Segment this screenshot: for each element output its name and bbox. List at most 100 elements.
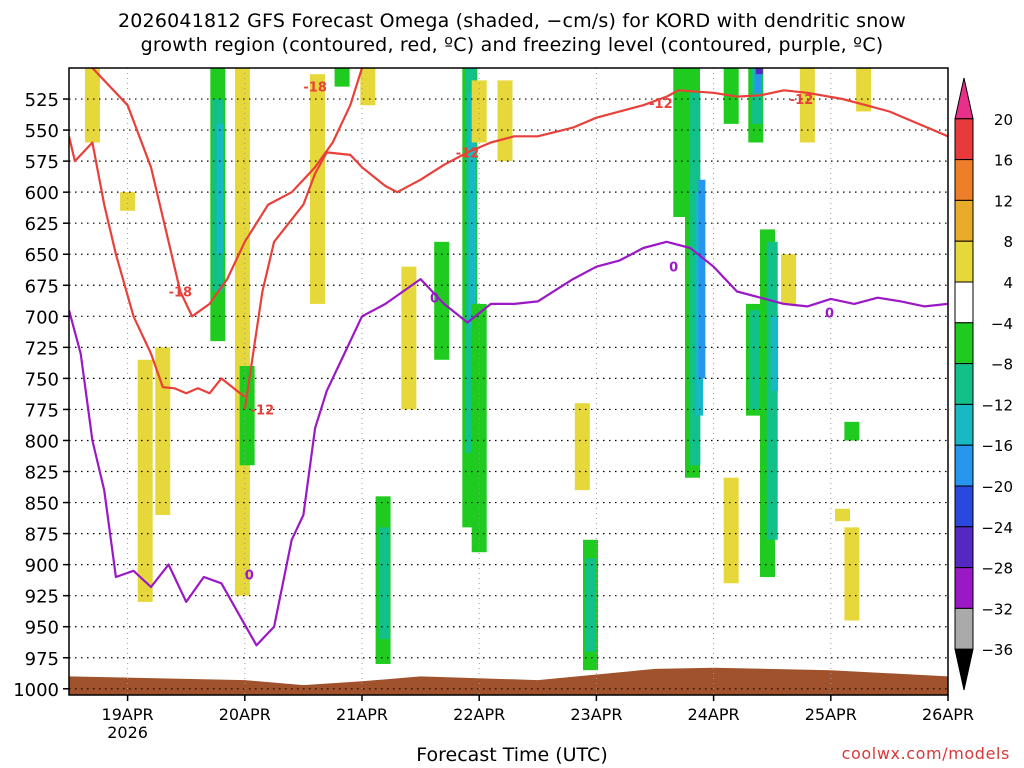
y-tick-label: 575: [25, 152, 59, 173]
colorbar-label: 16: [994, 152, 1013, 170]
contour-line-dgz: [243, 89, 948, 410]
colorbar-label: 8: [1003, 233, 1013, 251]
plot-area: -18 -18 -12 -12 -12 -12 0 0 0 0: [69, 68, 948, 695]
colorbar-swatch: [954, 444, 974, 487]
colorbar-swatch: [954, 567, 974, 609]
colorbar-swatch: [954, 485, 974, 528]
contour-label: -18: [169, 285, 193, 300]
contour-label: -12: [649, 97, 673, 112]
contour-label: -12: [790, 93, 814, 108]
contour-line-dgz: [91, 68, 364, 318]
omega-shade-region: [754, 68, 762, 93]
colorbar-swatch: [954, 363, 974, 405]
omega-shade-region: [673, 68, 689, 217]
chart-title-line-2: growth region (contoured, red, ºC) and f…: [140, 34, 884, 56]
colorbar-swatch: [954, 607, 974, 650]
y-tick-label: 625: [25, 214, 59, 235]
omega-shade-region: [781, 254, 797, 304]
omega-shade-region: [749, 310, 761, 410]
y-tick-label: 725: [25, 338, 59, 359]
y-tick-label: 700: [25, 307, 59, 328]
contour-label: -12: [251, 403, 275, 418]
contour-label: 0: [825, 307, 834, 322]
y-tick-label: 1000: [13, 680, 59, 701]
y-tick-label: 600: [25, 183, 59, 204]
omega-shade-region: [844, 527, 860, 621]
colorbar-label: −20: [981, 478, 1013, 496]
x-tick-label: 22APR: [453, 705, 505, 724]
colorbar-swatch: [954, 322, 974, 365]
y-tick-label: 975: [25, 649, 59, 670]
omega-shade-region: [497, 80, 513, 162]
omega-shade-region: [137, 359, 153, 602]
omega-shade-region: [689, 92, 701, 466]
omega-shade-region: [574, 403, 590, 491]
y-tick-label: 825: [25, 463, 59, 484]
colorbar-label: −28: [981, 560, 1013, 578]
omega-shade-region: [468, 92, 476, 329]
omega-shade-region: [771, 316, 779, 391]
x-tick-label: 19APR: [102, 705, 154, 724]
chart-title-line-1: 2026041812 GFS Forecast Omega (shaded, −…: [117, 10, 906, 32]
plot-background: [69, 68, 948, 695]
omega-shade-region: [471, 80, 487, 143]
y-tick-label: 650: [25, 245, 59, 266]
y-tick-label: 525: [25, 90, 59, 111]
x-tick-label: 20APR: [219, 705, 271, 724]
y-tick-label: 800: [25, 431, 59, 452]
colorbar-label: 12: [994, 192, 1013, 210]
y-tick-label: 775: [25, 400, 59, 421]
contour-label: 0: [430, 292, 439, 307]
colorbar-swatch: [954, 403, 974, 446]
colorbar-top-arrow: [954, 77, 974, 120]
omega-shade-region: [698, 179, 706, 379]
y-tick-label: 900: [25, 556, 59, 577]
x-tick-label: 26APR: [922, 705, 974, 724]
colorbar-swatch: [954, 199, 974, 242]
contour-label: 0: [245, 569, 254, 584]
colorbar-bottom-arrow: [954, 648, 974, 691]
contour-line-freezing: [69, 240, 948, 647]
y-tick-label: 950: [25, 618, 59, 639]
colorbar-swatch: [954, 526, 974, 569]
contour-line-dgz: [69, 136, 246, 398]
x-tick-label: 25APR: [805, 705, 857, 724]
x-tick-sublabel: 2026: [107, 723, 148, 742]
colorbar-label: −16: [981, 437, 1013, 455]
colorbar-swatch: [954, 281, 974, 324]
omega-shade-region: [84, 68, 100, 143]
omega-shade-region: [234, 68, 250, 205]
x-tick-label: 23APR: [570, 705, 622, 724]
colorbar-swatch: [954, 159, 974, 201]
site-credit: coolwx.com/models: [841, 744, 1010, 763]
omega-shade-region: [334, 68, 350, 87]
colorbar-label: −4: [991, 315, 1013, 333]
omega-shade-region: [378, 527, 390, 640]
colorbar-label: −12: [981, 396, 1013, 414]
omega-shade-region: [309, 74, 325, 304]
colorbar-swatch: [954, 240, 974, 283]
y-tick-label: 750: [25, 369, 59, 390]
omega-shade-region: [401, 266, 417, 410]
y-tick-label: 675: [25, 276, 59, 297]
colorbar-label: 4: [1003, 274, 1013, 292]
contour-label: 0: [669, 261, 678, 276]
x-tick-label: 21APR: [336, 705, 388, 724]
plot-frame: [68, 67, 949, 696]
y-tick-label: 550: [25, 121, 59, 142]
y-tick-label: 875: [25, 525, 59, 546]
colorbar-label: −8: [991, 356, 1013, 374]
omega-shade-region: [755, 68, 763, 75]
omega-shade-region: [585, 558, 597, 652]
contour-label: -18: [303, 81, 327, 96]
y-tick-label: 850: [25, 494, 59, 515]
omega-shade-region: [799, 68, 815, 143]
omega-shade-region: [723, 477, 739, 584]
colorbar-label: −36: [981, 641, 1013, 659]
colorbar-label: −24: [981, 519, 1013, 537]
terrain-band: [69, 667, 948, 695]
colorbar-label: 20: [994, 111, 1013, 129]
contour-label: -12: [456, 146, 480, 161]
omega-shade-region: [360, 68, 376, 106]
y-tick-label: 925: [25, 587, 59, 608]
